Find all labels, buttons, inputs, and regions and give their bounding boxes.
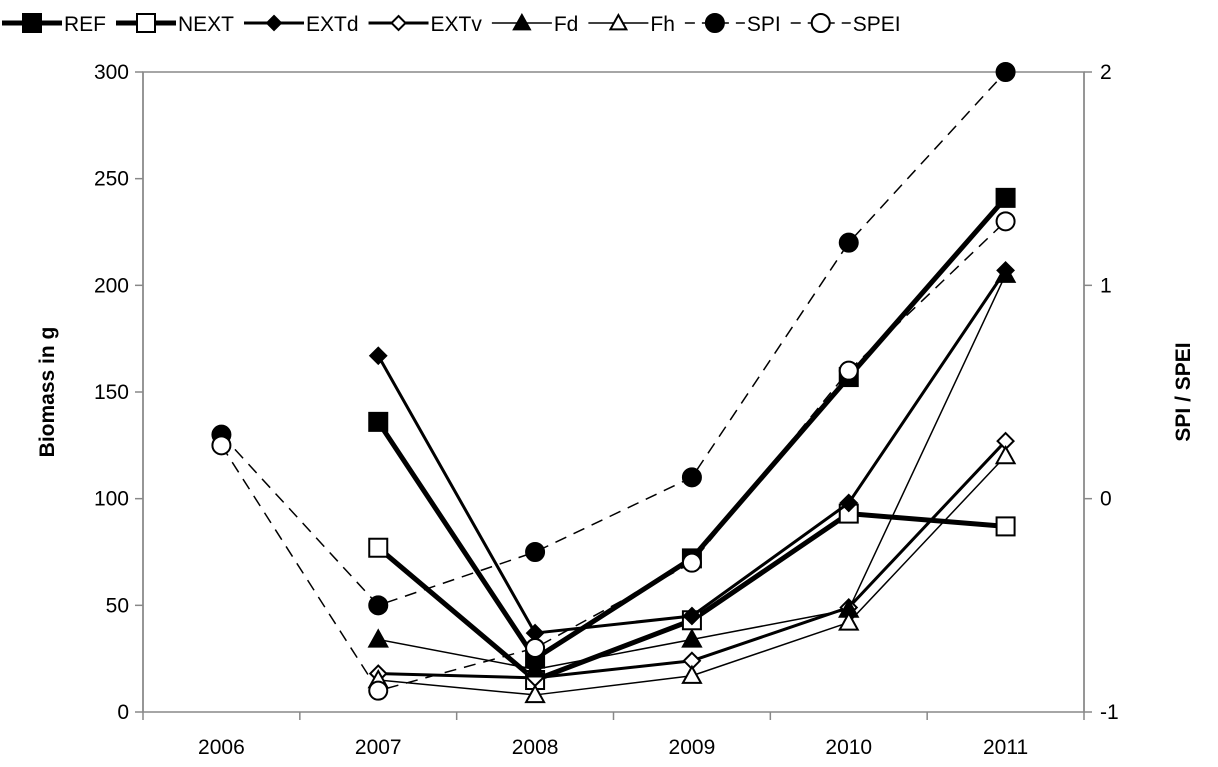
legend-marker: [22, 13, 42, 33]
y-axis-title: Biomass in g: [36, 327, 59, 458]
legend-label: NEXT: [178, 13, 234, 36]
legend-marker: [265, 14, 283, 32]
data-point: [682, 606, 702, 626]
legend-item-fh: Fh: [588, 12, 675, 36]
legend-label: Fd: [554, 13, 579, 36]
axes: 0 50 100 150 200 250 300 -1 0 1 2 2006 2007 2008 2009 2…: [94, 61, 1119, 759]
x-tick-label: 2008: [512, 736, 559, 759]
y2-tick-label: -1: [1100, 701, 1119, 724]
data-point: [368, 680, 389, 701]
series-spi: [211, 62, 1016, 616]
y2-axis-title: SPI / SPEI: [1172, 342, 1195, 441]
legend-marker: [512, 12, 532, 31]
legend: REF NEXT EXTd EXTv Fd Fh SPI SPEI: [2, 12, 901, 36]
legend-label: EXTd: [306, 13, 359, 36]
legend-marker: [136, 13, 156, 33]
legend-label: Fh: [650, 13, 675, 36]
y-tick-label: 100: [94, 488, 129, 511]
legend-marker: [704, 13, 725, 33]
data-point: [681, 467, 702, 488]
series-line: [376, 196, 1008, 662]
series-line: [220, 71, 1007, 607]
x-tick-label: 2009: [669, 736, 716, 759]
y2-tick-label: 2: [1100, 61, 1112, 84]
legend-item-next: NEXT: [116, 13, 234, 36]
legend-label: REF: [64, 13, 106, 36]
data-point: [525, 542, 546, 562]
data-point: [681, 628, 703, 648]
series-line: [220, 220, 1007, 692]
series-layer: [211, 62, 1017, 704]
legend-marker: [608, 12, 629, 31]
data-point: [368, 595, 389, 616]
legend-item-fd: Fd: [491, 12, 579, 36]
legend-item-extv: EXTv: [368, 13, 483, 36]
legend-label: SPEI: [853, 13, 901, 36]
y-tick-label: 300: [94, 61, 129, 84]
plot-frame: [142, 71, 1085, 713]
data-point: [368, 346, 388, 366]
y-tick-label: 150: [94, 381, 129, 404]
y2-tick-label: 0: [1100, 488, 1112, 511]
data-point: [995, 211, 1016, 232]
legend-item-spei: SPEI: [790, 13, 901, 36]
series-spei: [211, 211, 1016, 701]
plot-area: [142, 71, 1085, 713]
legend-marker: [810, 13, 831, 33]
legend-label: SPI: [747, 13, 781, 36]
data-point: [211, 435, 232, 456]
data-point: [995, 516, 1016, 537]
data-point: [838, 611, 860, 631]
data-point: [525, 638, 546, 658]
legend-marker: [390, 14, 407, 32]
x-tick-label: 2010: [825, 736, 872, 759]
y2-tick-label: 1: [1100, 274, 1112, 297]
y-tick-label: 0: [117, 701, 129, 724]
legend-label: EXTv: [431, 13, 483, 36]
x-tick-label: 2007: [355, 736, 402, 759]
data-point: [838, 232, 859, 253]
legend-item-spi: SPI: [684, 13, 781, 36]
data-point: [681, 552, 702, 573]
legend-item-ref: REF: [2, 13, 106, 36]
data-point: [995, 62, 1016, 82]
data-point: [994, 444, 1017, 465]
series-extd: [368, 260, 1015, 643]
x-tick-label: 2006: [198, 736, 245, 759]
data-point: [995, 187, 1016, 208]
data-point: [368, 411, 389, 432]
data-point: [368, 537, 389, 558]
data-point: [524, 658, 546, 678]
y-tick-label: 50: [106, 594, 129, 617]
y-tick-label: 250: [94, 168, 129, 191]
x-tick-label: 2011: [983, 736, 1028, 759]
legend-item-extd: EXTd: [244, 13, 359, 36]
series-ref: [368, 187, 1016, 669]
data-point: [524, 683, 546, 704]
data-point: [839, 493, 859, 513]
data-point: [681, 664, 703, 684]
series-line: [376, 269, 1007, 635]
data-point: [367, 628, 389, 648]
data-point: [838, 360, 859, 381]
y-tick-label: 200: [94, 274, 129, 297]
data-point: [994, 263, 1017, 283]
